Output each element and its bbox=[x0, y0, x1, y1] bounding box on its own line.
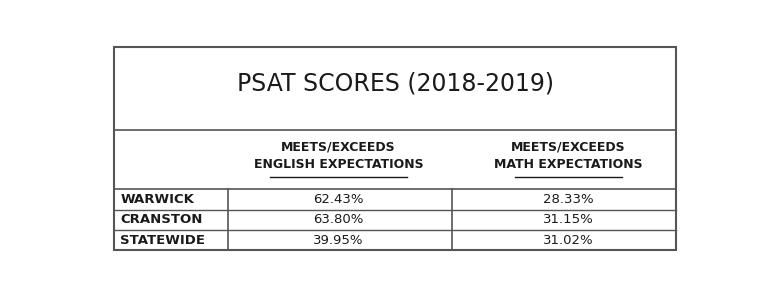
Text: 31.02%: 31.02% bbox=[543, 234, 594, 247]
Text: 62.43%: 62.43% bbox=[313, 193, 364, 206]
Text: 28.33%: 28.33% bbox=[543, 193, 594, 206]
Text: WARWICK: WARWICK bbox=[120, 193, 194, 206]
Text: 63.80%: 63.80% bbox=[313, 213, 364, 226]
Text: 39.95%: 39.95% bbox=[313, 234, 364, 247]
Text: CRANSTON: CRANSTON bbox=[120, 213, 203, 226]
Bar bbox=[114, 47, 676, 250]
Text: 31.15%: 31.15% bbox=[543, 213, 594, 226]
Text: MEETS/EXCEEDS: MEETS/EXCEEDS bbox=[511, 141, 626, 154]
Text: MEETS/EXCEEDS: MEETS/EXCEEDS bbox=[281, 141, 396, 154]
Text: PSAT SCORES (2018-2019): PSAT SCORES (2018-2019) bbox=[237, 72, 554, 96]
Text: MATH EXPECTATIONS: MATH EXPECTATIONS bbox=[494, 158, 643, 171]
Text: ENGLISH EXPECTATIONS: ENGLISH EXPECTATIONS bbox=[254, 158, 423, 171]
Text: STATEWIDE: STATEWIDE bbox=[120, 234, 205, 247]
